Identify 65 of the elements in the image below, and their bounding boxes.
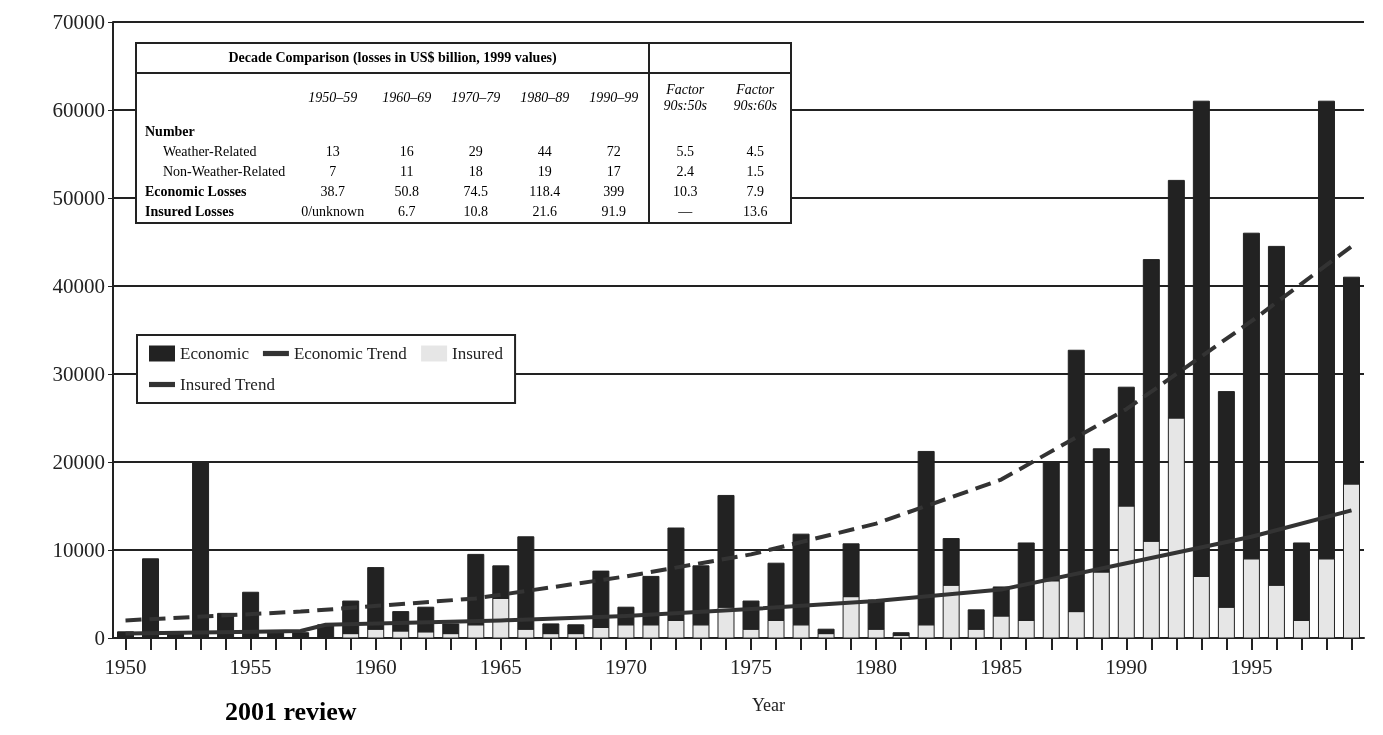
annotation: 16 — [398, 143, 415, 161]
annotation: Weather-Related — [162, 143, 258, 161]
y-tick-label: 40000 — [52, 274, 105, 298]
y-tick-label: 50000 — [52, 186, 105, 210]
annotation: 10.3 — [649, 182, 721, 202]
annotation: 5.5 — [649, 142, 721, 162]
annotation: 17 — [605, 163, 622, 181]
x-tick-label: 1985 — [980, 654, 1023, 679]
annotation: 44 — [536, 143, 553, 161]
x-tick-label: 1995 — [1230, 654, 1273, 679]
legend-label: Economic — [180, 344, 250, 363]
annotation: 399 — [602, 183, 626, 201]
annotation: 0/unknown — [300, 203, 366, 221]
annotation: 2.4 — [649, 162, 721, 182]
x-tick-label: 1955 — [229, 654, 272, 679]
x-axis-title: Year — [751, 695, 786, 715]
annotation: 1960–69 — [381, 89, 433, 107]
annotation: Number — [144, 123, 196, 141]
x-tick-label: 1950 — [104, 654, 147, 679]
text: 2001 review — [225, 697, 357, 727]
annotation: Factor 90s:50s — [649, 74, 721, 122]
x-tick-label: 1975 — [730, 654, 773, 679]
annotation: 13 — [324, 143, 341, 161]
annotation: 1990–99 — [588, 89, 640, 107]
annotation: 18 — [467, 163, 484, 181]
annotation: Economic Losses — [144, 183, 248, 201]
annotation: Factor 90s:60s — [732, 81, 778, 115]
annotation: 10.8 — [462, 203, 489, 221]
annotation: — — [649, 202, 721, 223]
annotation: 7 — [328, 163, 338, 181]
annotation: 11 — [398, 163, 415, 181]
annotation: 118.4 — [528, 183, 562, 201]
annotation: 74.5 — [462, 183, 489, 201]
annotation: 1970–79 — [450, 89, 502, 107]
annotation: 19 — [536, 163, 553, 181]
x-tick-label: 1980 — [855, 654, 898, 679]
y-tick-label: 10000 — [52, 538, 105, 562]
annotation: 1.5 — [745, 163, 765, 181]
annotation: Non-Weather-Related — [162, 163, 287, 181]
annotation: 6.7 — [396, 203, 417, 221]
annotation: 38.7 — [319, 183, 346, 201]
annotation: 21.6 — [531, 203, 558, 221]
annotation: 72 — [605, 143, 622, 161]
legend-label: Insured Trend — [180, 375, 276, 394]
x-tick-label: 1970 — [604, 654, 647, 679]
legend-label: Insured — [452, 344, 504, 363]
y-tick-label: 0 — [94, 626, 105, 650]
y-tick-label: 30000 — [52, 362, 105, 386]
y-tick-label: 20000 — [52, 450, 105, 474]
annotation: 1980–89 — [519, 89, 571, 107]
x-tick-label: 1990 — [1105, 654, 1148, 679]
x-tick-label: 1960 — [354, 654, 397, 679]
annotation: Insured Losses — [144, 203, 235, 221]
x-tick-label: 1965 — [479, 654, 522, 679]
y-tick-label: 70000 — [52, 10, 105, 34]
annotation: Decade Comparison (losses in US$ billion, 1999 values) — [227, 49, 558, 67]
annotation: 50.8 — [393, 183, 420, 201]
y-tick-label: 60000 — [52, 98, 105, 122]
annotation: 13.6 — [741, 203, 769, 221]
annotation: 4.5 — [745, 143, 765, 161]
annotation: 1950–59 — [307, 89, 359, 107]
annotation: 7.9 — [745, 183, 765, 201]
annotation: 29 — [467, 143, 484, 161]
annotation: 91.9 — [600, 203, 627, 221]
legend-label: Economic Trend — [293, 344, 408, 363]
